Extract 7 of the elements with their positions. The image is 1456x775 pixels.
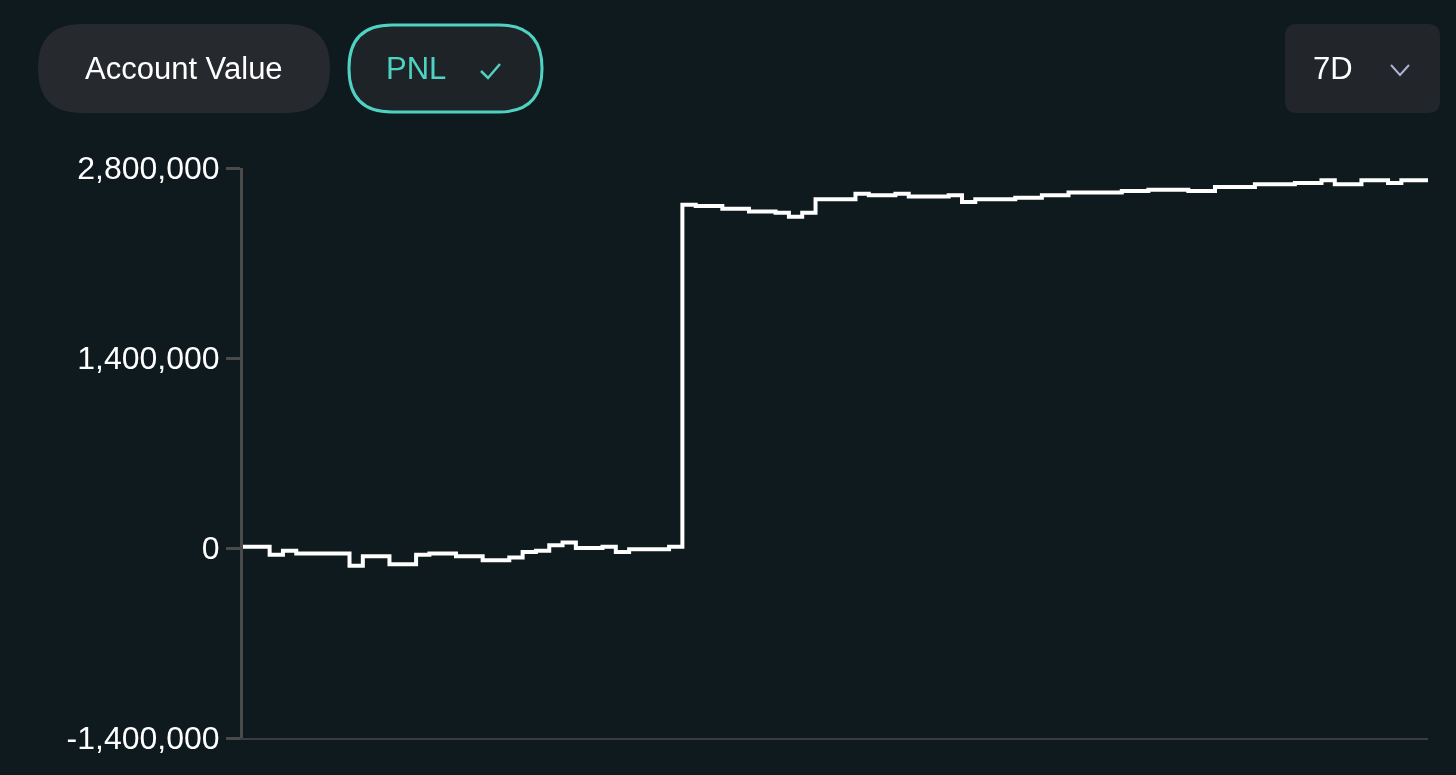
y-tick-label: 1,400,000	[77, 340, 220, 377]
y-tick-label: -1,400,000	[66, 720, 220, 757]
y-tick-label: 0	[201, 530, 220, 567]
text: PNL	[386, 51, 447, 86]
text: Account Value	[85, 51, 283, 86]
text: 7D	[1313, 51, 1353, 86]
y-tick-label: 2,800,000	[77, 150, 220, 187]
